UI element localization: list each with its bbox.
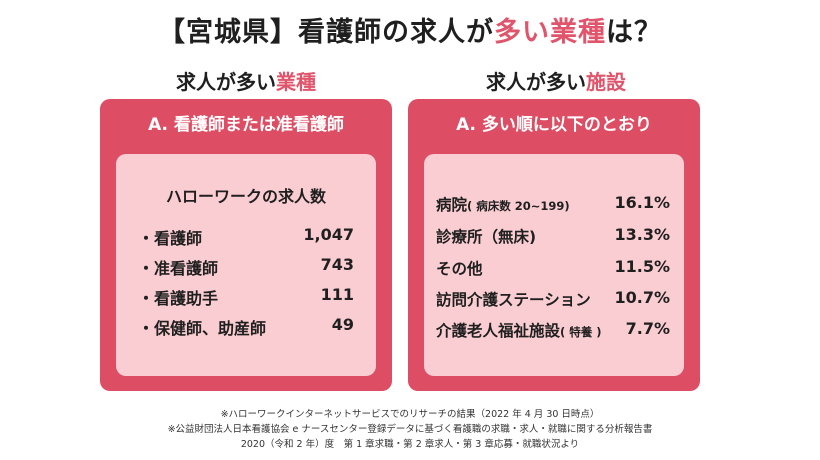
right-card-title: A. 多い順に以下のとおり	[456, 115, 652, 135]
list-item: 介護老人福祉施設( 特養 ) 7.7%	[424, 319, 684, 343]
left-card: A. 看護師または准看護師 ハローワークの求人数 ・看護師 1,047 ・准看護…	[100, 99, 392, 391]
footnote-line: ※ハローワークインターネットサービスでのリサーチの結果（2022 年 4 月 3…	[220, 409, 600, 420]
right-card: A. 多い順に以下のとおり 病院( 病床数 20~199) 16.1% 診療所（…	[408, 99, 700, 391]
list-item-label: ・保健師、助産師	[138, 319, 267, 338]
list-item-value: 10.7%	[614, 288, 670, 307]
facility-name: 診療所（無床)	[436, 228, 537, 246]
list-item: ・准看護師 743	[116, 255, 376, 279]
list-item-value: 743	[320, 255, 354, 274]
list-item-label: 病院( 病床数 20~199)	[436, 193, 570, 215]
facility-name: 介護老人福祉施設	[436, 322, 561, 340]
list-item-label: その他	[436, 257, 483, 279]
right-inner-panel: 病院( 病床数 20~199) 16.1% 診療所（無床) 13.3% その他 …	[424, 154, 684, 376]
left-inner-panel: ハローワークの求人数 ・看護師 1,047 ・准看護師 743 ・看護助手 11…	[116, 154, 376, 376]
list-item-label: 訪問介護ステーション	[436, 288, 591, 310]
facility-note: ( 病床数 20~199)	[467, 199, 570, 213]
left-heading-prefix: 求人が多い	[176, 70, 276, 94]
title-prefix: 【宮城県】看護師の求人が	[158, 17, 494, 48]
list-item: その他 11.5%	[424, 257, 684, 281]
facility-name: その他	[436, 260, 483, 278]
facility-name: 病院	[436, 196, 468, 214]
list-item-value: 7.7%	[625, 319, 670, 338]
page-title: 【宮城県】看護師の求人が多い業種は？	[0, 10, 820, 49]
footnote-line: 2020（令和 2 年）度 第 1 章求職・第 2 章求人・第 3 章応募・就職…	[240, 439, 580, 450]
list-item-value: 13.3%	[614, 225, 670, 244]
list-item: ・看護師 1,047	[116, 225, 376, 249]
right-heading-highlight: 施設	[586, 70, 626, 94]
list-item: ・保健師、助産師 49	[116, 315, 376, 339]
list-item: ・看護助手 111	[116, 285, 376, 309]
left-inner-title: ハローワークの求人数	[165, 187, 326, 206]
right-heading-prefix: 求人が多い	[486, 70, 586, 94]
list-item-value: 11.5%	[614, 257, 670, 276]
list-item-label: ・看護助手	[138, 289, 219, 308]
list-item: 診療所（無床) 13.3%	[424, 225, 684, 249]
list-item: 病院( 病床数 20~199) 16.1%	[424, 193, 684, 217]
list-item-label: 診療所（無床)	[436, 225, 536, 247]
facility-name: 訪問介護ステーション	[436, 291, 591, 309]
list-item-label: ・看護師	[138, 229, 203, 248]
footnote-line: ※公益財団法人日本看護協会 e ナースセンター登録データに基づく看護職の求職・求…	[167, 424, 653, 435]
list-item-label: ・准看護師	[138, 259, 219, 278]
list-item: 訪問介護ステーション 10.7%	[424, 288, 684, 312]
title-highlight: 多い業種	[494, 17, 606, 48]
list-item-value: 49	[331, 315, 354, 334]
list-item-value: 111	[320, 285, 354, 304]
list-item-value: 16.1%	[614, 193, 670, 212]
title-suffix: は？	[606, 17, 662, 48]
facility-note: ( 特養 )	[560, 325, 602, 339]
left-heading: 求人が多い業種	[96, 66, 396, 95]
left-heading-highlight: 業種	[276, 70, 316, 94]
list-item-label: 介護老人福祉施設( 特養 )	[436, 319, 602, 341]
left-card-title: A. 看護師または准看護師	[148, 115, 344, 135]
list-item-value: 1,047	[303, 225, 354, 244]
right-heading: 求人が多い施設	[406, 66, 706, 95]
